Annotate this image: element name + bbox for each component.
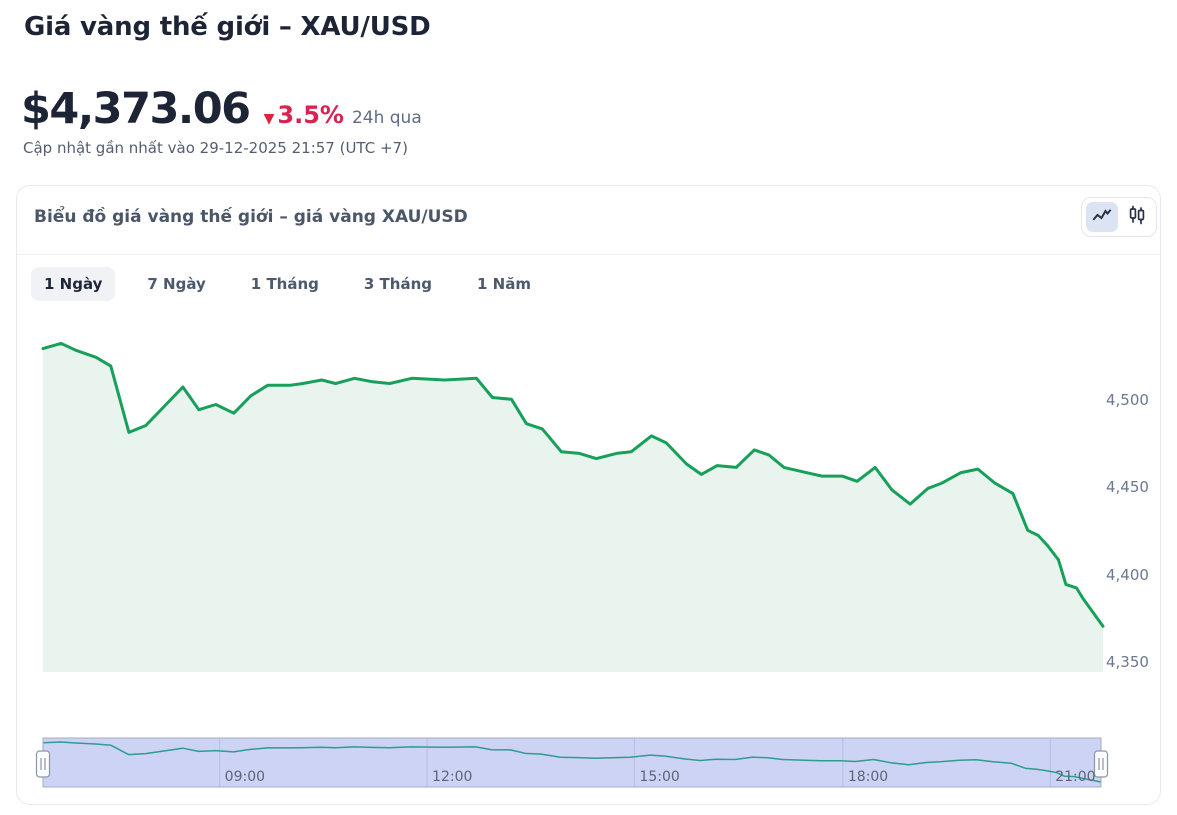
price-line bbox=[41, 341, 1105, 628]
price-row: $4,373.06 ▼ 3.5% 24h qua bbox=[21, 84, 422, 134]
tab-3-months[interactable]: 3 Tháng bbox=[363, 275, 432, 293]
navigator-time-label: 09:00 bbox=[224, 769, 266, 785]
line-chart-toggle-button[interactable] bbox=[1085, 202, 1118, 232]
time-range-tabs: 1 Ngày 7 Ngày 1 Tháng 3 Tháng 1 Năm bbox=[31, 267, 544, 301]
y-axis-label: 4,400 bbox=[1106, 565, 1149, 584]
navigator-mini-line bbox=[42, 741, 1102, 783]
navigator-right-handle[interactable] bbox=[1093, 750, 1109, 778]
navigator-time-label: 12:00 bbox=[432, 769, 473, 785]
price-down-arrow-icon: ▼ bbox=[263, 111, 275, 127]
current-price: $4,373.06 bbox=[21, 84, 251, 134]
chart-card: Biểu đồ giá vàng thế giới – giá vàng XAU… bbox=[16, 185, 1161, 805]
tab-7-days[interactable]: 7 Ngày bbox=[147, 275, 206, 293]
y-axis-label: 4,500 bbox=[1106, 391, 1149, 409]
navigator-background[interactable] bbox=[43, 738, 1101, 787]
last-updated-text: Cập nhật gần nhất vào 29-12-2025 21:57 (… bbox=[23, 139, 408, 157]
y-axis-label: 4,450 bbox=[1106, 478, 1149, 497]
line-chart-icon bbox=[1092, 207, 1112, 227]
tab-1-year[interactable]: 1 Năm bbox=[477, 275, 531, 293]
price-chart-svg bbox=[35, 341, 1109, 788]
tab-1-day[interactable]: 1 Ngày bbox=[31, 267, 116, 301]
price-change-period: 24h qua bbox=[351, 108, 422, 128]
navigator[interactable] bbox=[35, 737, 1109, 788]
chart-type-toggle bbox=[1081, 197, 1157, 237]
navigator-left-handle[interactable] bbox=[35, 750, 51, 778]
tab-1-month[interactable]: 1 Tháng bbox=[250, 275, 319, 293]
price-area-fill bbox=[43, 343, 1103, 672]
navigator-time-label: 15:00 bbox=[639, 769, 680, 785]
price-area-series bbox=[41, 341, 1105, 672]
price-change-percent: 3.5% bbox=[277, 101, 344, 129]
card-header-divider bbox=[17, 254, 1160, 255]
navigator-time-label: 21:00 bbox=[1055, 769, 1096, 785]
page-title: Giá vàng thế giới – XAU/USD bbox=[24, 12, 431, 42]
navigator-time-label: 18:00 bbox=[847, 769, 889, 785]
candlestick-chart-toggle-button[interactable] bbox=[1121, 202, 1153, 232]
y-axis-label: 4,350 bbox=[1106, 653, 1149, 671]
chart-card-title: Biểu đồ giá vàng thế giới – giá vàng XAU… bbox=[34, 207, 468, 227]
candlestick-chart-icon bbox=[1128, 205, 1146, 229]
